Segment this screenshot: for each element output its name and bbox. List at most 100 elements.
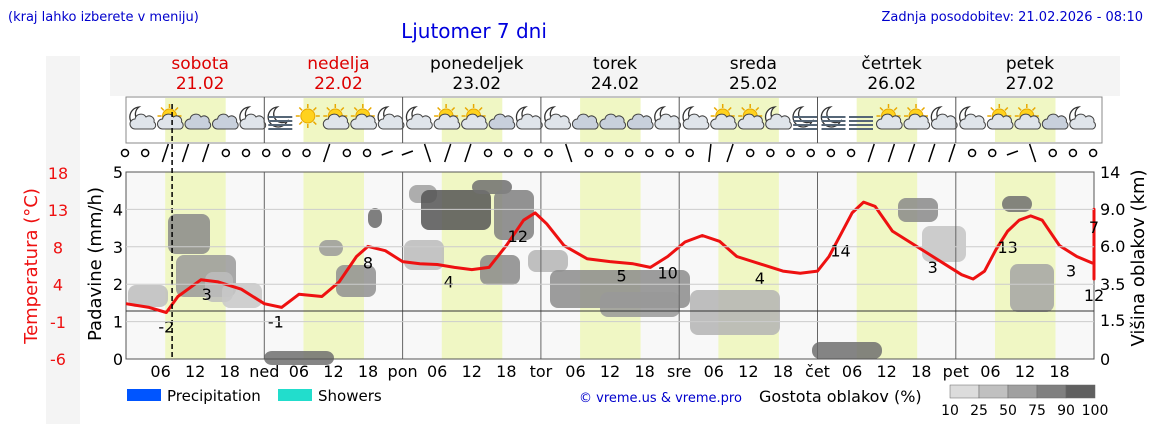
- day-name: nedelja: [307, 54, 369, 74]
- cloud-height-tick: 0: [1100, 350, 1110, 369]
- calm-wind-icon: [120, 148, 130, 158]
- sun-ray: [727, 106, 732, 111]
- temperature-label: 12: [508, 227, 528, 246]
- calm-wind-icon: [302, 148, 311, 158]
- weather-icons-row: [125, 96, 1103, 144]
- day-date: 24.02: [591, 74, 640, 94]
- calm-wind-icon: [988, 148, 997, 158]
- temperature-tick: 8: [53, 238, 63, 257]
- moon-fog-icon: [792, 106, 818, 130]
- cloud-shape: [516, 113, 543, 130]
- sun-ray: [367, 106, 372, 111]
- temperature-line: [125, 200, 1096, 314]
- cloud-icon: [571, 113, 599, 130]
- left-axis-panel: [46, 56, 80, 424]
- cloud-icon: [1041, 113, 1069, 130]
- density-swatch: [1007, 384, 1038, 399]
- sun-ray: [713, 106, 718, 111]
- moon-fog-icon: [820, 106, 846, 130]
- hour-tick: 18: [911, 362, 931, 381]
- day-abbreviation: tor: [530, 362, 553, 381]
- cloud-shape: [129, 113, 157, 130]
- precipitation-axis-label: Padavine (mm/h): [85, 187, 106, 341]
- cloud-height-tick: 6.0: [1100, 237, 1125, 256]
- cloud-shape: [1069, 113, 1096, 130]
- location-hint[interactable]: (kraj lahko izberete v meniju): [8, 10, 199, 25]
- moon-cloud-icon: [764, 106, 792, 130]
- cloud-shape: [765, 113, 792, 130]
- temperature-label: 13: [997, 238, 1017, 257]
- calm-wind-icon: [786, 148, 795, 158]
- density-tick: 75: [1028, 403, 1046, 419]
- sun-ray: [478, 106, 483, 111]
- sun-ray: [1031, 106, 1036, 111]
- cloud-height-tick: 14: [1100, 163, 1120, 182]
- cloud-blob: [898, 198, 938, 222]
- precipitation-swatch: [127, 389, 161, 401]
- calm-wind-icon: [846, 148, 856, 158]
- cloud-blob: [1010, 264, 1054, 312]
- sun-ray: [174, 106, 179, 111]
- showers-legend-label: Showers: [318, 387, 382, 405]
- cloud-density-blobs: [128, 180, 1054, 365]
- day-abbreviation: pet: [943, 362, 969, 381]
- precipitation-tick: 2: [113, 275, 123, 294]
- cloud-blob: [1002, 196, 1032, 212]
- cloud-shape: [461, 113, 488, 130]
- cloud-blob: [600, 292, 680, 317]
- wind-barb-icon: [887, 143, 896, 163]
- cloud-shape: [350, 113, 377, 130]
- sun-ray: [298, 121, 303, 126]
- temperature-axis-label: Temperatura (°C): [21, 188, 42, 345]
- sun-ray: [326, 106, 331, 111]
- cloud-blob: [368, 208, 382, 228]
- temperature-tick: -6: [50, 350, 66, 369]
- day-abbreviation: ned: [249, 362, 279, 381]
- copyright-link[interactable]: © vreme.us & vreme.pro: [579, 391, 742, 406]
- wind-barb-icon: [928, 143, 936, 163]
- calm-wind-icon: [261, 148, 271, 158]
- hour-tick: 06: [150, 362, 170, 381]
- page-title: Ljutomer 7 dni: [401, 19, 547, 43]
- sun-disc: [300, 108, 316, 124]
- cloud-shape: [903, 113, 931, 130]
- sun-cloud-icon: [737, 104, 765, 130]
- hour-tick: 18: [220, 362, 240, 381]
- day-name: sobota: [171, 54, 229, 74]
- wind-barb-icon: [201, 143, 210, 163]
- sun-ray: [437, 106, 441, 111]
- sun-cloud-icon: [461, 104, 488, 130]
- wind-barb-icon: [381, 150, 393, 156]
- cloud-shape: [737, 113, 765, 130]
- calm-wind-icon: [745, 148, 755, 158]
- temperature-label: 12: [1084, 286, 1104, 305]
- cloud-icon: [184, 113, 212, 130]
- temperature-label: 5: [616, 267, 626, 286]
- sun-cloud-icon: [433, 104, 461, 130]
- cloud-shape: [1014, 113, 1041, 130]
- hour-axis: 06 12 18 ned 06 12 18 pon 06 12 18 tor 06 12 18 sre 06 12…: [150, 362, 1069, 381]
- calm-wind-icon: [665, 148, 674, 158]
- density-tick: 25: [970, 403, 988, 419]
- cloud-shape: [876, 113, 903, 130]
- cloud-shape: [986, 113, 1014, 130]
- moon-cloud-icon: [682, 106, 710, 130]
- temperature-label: 4: [444, 272, 454, 291]
- day-date: 21.02: [176, 74, 225, 94]
- hour-tick: 18: [358, 362, 378, 381]
- sun-ray: [464, 106, 469, 111]
- sun-ray: [312, 106, 317, 111]
- day-name: torek: [593, 54, 637, 74]
- moon-cloud-icon: [654, 106, 682, 130]
- day-date: 26.02: [867, 74, 916, 94]
- hour-tick: 18: [1049, 362, 1069, 381]
- calm-wind-icon: [624, 148, 634, 158]
- cloud-icon: [488, 113, 516, 130]
- sun-ray: [298, 106, 303, 111]
- sun-ray: [353, 106, 358, 111]
- daylight-band: [580, 172, 641, 359]
- cloud-icon: [626, 113, 654, 130]
- sun-cloud-icon: [322, 104, 350, 130]
